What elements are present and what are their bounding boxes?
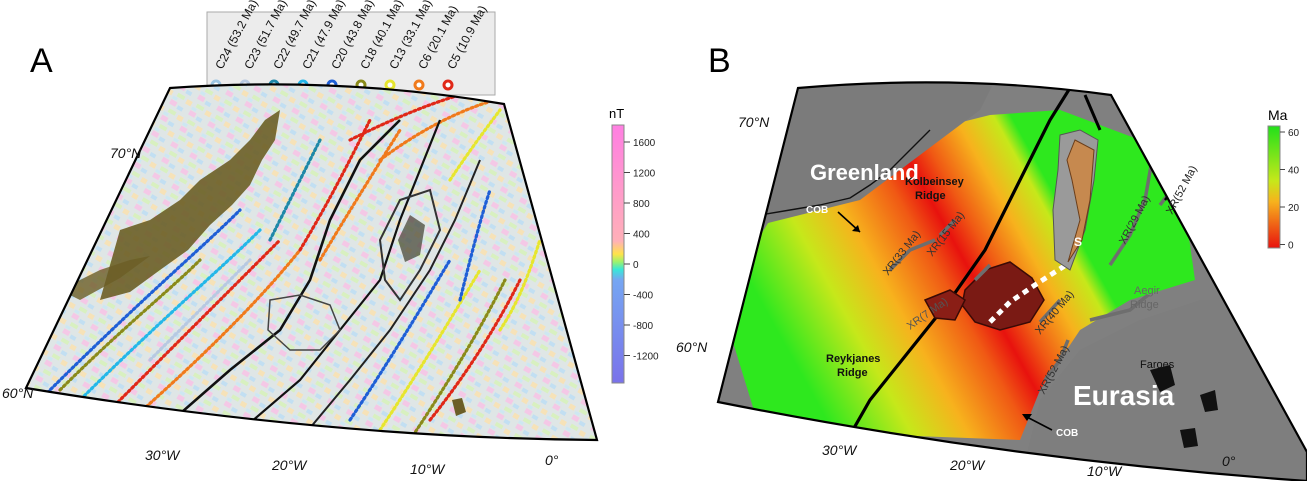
anomaly-pick-line bbox=[68, 228, 262, 412]
anomaly-pick-line bbox=[408, 278, 507, 441]
colorbar-b-unit: Ma bbox=[1268, 107, 1288, 123]
panel-b: B bbox=[676, 42, 1307, 481]
colorbar-b-bar bbox=[1267, 125, 1281, 249]
anomaly-pick-line bbox=[318, 128, 402, 262]
s-label: S bbox=[1074, 235, 1082, 249]
kolbeinsey-ridge-label-1: Kolbeinsey bbox=[905, 176, 965, 188]
lon-label-0-a: 0° bbox=[545, 452, 559, 468]
lat-label-60n-b: 60°N bbox=[676, 339, 708, 355]
chron-legend: C24 (53.2 Ma)C23 (51.7 Ma)C22 (49.7 Ma)C… bbox=[206, 0, 496, 96]
iceland-b bbox=[961, 261, 1045, 331]
colorbar-a-tick-label: 1200 bbox=[633, 169, 656, 180]
greenland-label: Greenland bbox=[810, 160, 919, 185]
anomaly-pick-line bbox=[38, 208, 242, 402]
anomaly-pick-line bbox=[98, 238, 282, 422]
colorbar-b-tick-label: 20 bbox=[1288, 203, 1300, 214]
graticule-labels-b: 70°N 60°N 30°W 20°W 10°W 0° bbox=[676, 114, 1236, 479]
xr-52-label-north: XR(52 Ma) bbox=[1164, 164, 1200, 217]
kolbeinsey-ridge-label-2: Ridge bbox=[915, 190, 946, 202]
cob-label-eurasia: COB bbox=[1056, 428, 1078, 439]
seafloor-age-map bbox=[718, 82, 1307, 481]
legend-marker bbox=[384, 79, 396, 91]
dotted-boundary-b bbox=[988, 262, 1068, 324]
lat-label-70n-a: 70°N bbox=[110, 145, 142, 161]
anomaly-pick-line bbox=[268, 138, 322, 242]
anomaly-pick-line bbox=[448, 108, 502, 182]
colorbar-a: nT 1600 1200 800 400 0 -400 -800 -1200 bbox=[609, 106, 659, 384]
anomaly-pick-line bbox=[58, 258, 202, 392]
lon-label-10w-a: 10°W bbox=[410, 461, 446, 477]
faroes-label: Faroes bbox=[1140, 359, 1175, 371]
lon-label-20w-a: 20°W bbox=[271, 457, 308, 473]
graticule-labels-a: 70°N 60°N 30°W 20°W 10°W 0° bbox=[2, 145, 559, 477]
anomaly-pick-line bbox=[148, 258, 252, 362]
iceland-outline-a bbox=[267, 294, 341, 351]
colorbar-a-tick-label: 0 bbox=[633, 260, 639, 271]
microcontinent-outline-a bbox=[378, 188, 442, 302]
colorbar-a-tick-label: -800 bbox=[633, 321, 653, 332]
colorbar-b: Ma 60 40 20 0 bbox=[1267, 107, 1300, 252]
aegir-ridge-label-1: Aegir bbox=[1134, 285, 1160, 297]
colorbar-a-unit: nT bbox=[609, 106, 624, 121]
colorbar-a-tick-label: 1600 bbox=[633, 138, 656, 149]
colorbar-a-tick-label: -1200 bbox=[633, 352, 659, 363]
lon-label-30w-b: 30°W bbox=[822, 442, 858, 458]
eurasia-label: Eurasia bbox=[1073, 380, 1175, 411]
lat-label-70n-b: 70°N bbox=[738, 114, 770, 130]
reykjanes-ridge-label-1: Reykjanes bbox=[826, 353, 880, 365]
ridge-axis-a bbox=[149, 119, 401, 441]
colorbar-b-tick-label: 60 bbox=[1288, 128, 1300, 139]
eurasia-landmass bbox=[1020, 300, 1307, 481]
colorbar-a-bar bbox=[611, 124, 625, 384]
legend-marker bbox=[442, 79, 454, 91]
magnetic-anomaly-map bbox=[26, 84, 597, 441]
colorbar-b-tick-label: 40 bbox=[1288, 166, 1300, 177]
lon-label-0-b: 0° bbox=[1222, 453, 1236, 469]
colorbar-a-tick-label: -400 bbox=[633, 291, 653, 302]
reykjanes-ridge-label-2: Ridge bbox=[837, 367, 868, 379]
panel-b-letter: B bbox=[708, 42, 731, 80]
legend-marker bbox=[413, 79, 425, 91]
anomaly-pick-line bbox=[458, 188, 492, 302]
lon-label-20w-b: 20°W bbox=[949, 457, 986, 473]
anomaly-pick-line bbox=[498, 238, 542, 332]
colorbar-a-tick-label: 800 bbox=[633, 199, 650, 210]
map-frame-a bbox=[24, 83, 599, 442]
anomaly-pick-line bbox=[428, 278, 522, 422]
panel-a-letter: A bbox=[30, 42, 53, 80]
lat-label-60n-a: 60°N bbox=[2, 385, 34, 401]
lon-label-10w-b: 10°W bbox=[1087, 463, 1123, 479]
anomaly-pick-line bbox=[118, 248, 302, 432]
lon-label-30w-a: 30°W bbox=[145, 447, 181, 463]
map-frame-b bbox=[716, 81, 1307, 481]
colorbar-a-tick-label: 400 bbox=[633, 230, 650, 241]
reykjanes-kolbeinsey-ridge-axis bbox=[828, 82, 1077, 471]
colorbar-b-tick-label: 0 bbox=[1288, 241, 1294, 252]
greenland-coast-a bbox=[100, 110, 280, 300]
cob-label-greenland: COB bbox=[806, 205, 828, 216]
panel-a: A C24 (53.2 Ma)C23 (51.7 Ma)C22 (49.7 Ma… bbox=[2, 0, 659, 477]
anomaly-pick-line bbox=[348, 258, 452, 422]
anomaly-pick-line bbox=[378, 268, 482, 432]
aegir-ridge-label-2: Ridge bbox=[1130, 299, 1159, 311]
